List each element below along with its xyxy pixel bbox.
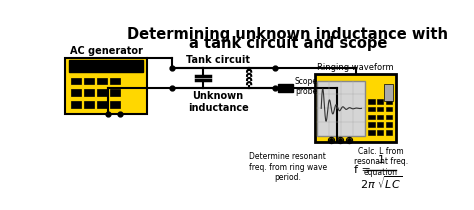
Bar [368, 122, 374, 127]
Bar [110, 77, 120, 84]
Bar [368, 114, 374, 119]
Bar [384, 84, 393, 101]
Bar [368, 107, 374, 112]
Bar [377, 130, 383, 135]
Bar [385, 99, 392, 104]
Bar [377, 122, 383, 127]
Bar [377, 107, 383, 112]
Bar [278, 84, 293, 92]
Bar [385, 114, 392, 119]
Bar [368, 99, 374, 104]
Bar [71, 101, 81, 108]
Text: Unknown
inductance: Unknown inductance [188, 91, 248, 113]
Bar [315, 75, 396, 142]
Text: Determine resonant
freq. from ring wave
period.: Determine resonant freq. from ring wave … [249, 152, 327, 182]
Bar [65, 58, 147, 114]
Bar [69, 60, 143, 72]
Bar [385, 107, 392, 112]
Text: Calc. L from
resonant freq.
equation: Calc. L from resonant freq. equation [354, 147, 408, 177]
Bar [97, 101, 107, 108]
Bar [71, 77, 81, 84]
Bar [84, 77, 94, 84]
Text: 1: 1 [377, 155, 384, 165]
Bar [377, 114, 383, 119]
Bar [385, 122, 392, 127]
Bar [368, 130, 374, 135]
Bar [97, 89, 107, 96]
Bar [84, 101, 94, 108]
Bar [110, 101, 120, 108]
Text: f =: f = [354, 165, 374, 175]
Text: Ringing waveform: Ringing waveform [318, 63, 394, 72]
Bar [97, 77, 107, 84]
Text: $2\pi\ \sqrt{LC}$: $2\pi\ \sqrt{LC}$ [360, 175, 402, 191]
Text: Determining unknown inductance with: Determining unknown inductance with [128, 27, 448, 42]
Bar [377, 99, 383, 104]
Text: Tank circuit: Tank circuit [186, 55, 250, 65]
Text: AC generator: AC generator [70, 46, 143, 56]
Bar [71, 89, 81, 96]
Bar [84, 89, 94, 96]
Bar [110, 89, 120, 96]
Text: a tank circuit and scope: a tank circuit and scope [189, 36, 387, 51]
Bar [317, 81, 365, 136]
Bar [385, 130, 392, 135]
Text: Scope
probe: Scope probe [295, 77, 318, 97]
